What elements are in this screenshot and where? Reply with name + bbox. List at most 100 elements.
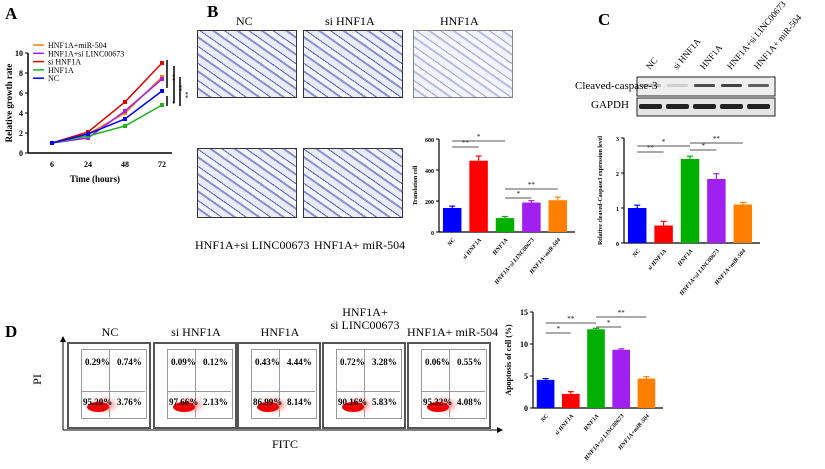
panel-label-a: A [5,4,18,23]
bar [469,160,488,232]
significance-label: * [516,190,520,198]
image-label-hnf1a-mir: HNF1A+ miR-504 [314,238,406,252]
significance-label: ** [175,85,183,93]
lane-label: HNF1A+ miR-504 [752,12,804,71]
quadrant-percentage: 2.13% [203,397,228,407]
y-tick-label: 0 [431,231,434,237]
data-point [160,61,164,65]
quadrant-divider [109,349,110,417]
quadrant-percentage: 97.66% [169,397,199,407]
image-label-hnf1a: HNF1A [440,14,479,28]
significance-label: ** [181,92,189,100]
y-tick-label: 400 [425,169,434,175]
x-axis-label-fitc: FITC [272,437,299,451]
quadrant-percentage: 3.28% [372,357,397,367]
data-point [160,77,164,81]
quadrant-percentage: 0.06% [425,357,450,367]
x-tick-label: NC [631,248,642,260]
y-tick-label: 6 [19,89,23,98]
data-point [160,103,164,107]
flow-title: si HNF1A [171,325,221,339]
image-label-hnf1a-si-linc: HNF1A+si LINC00673 [195,238,310,252]
quadrant-divider [421,391,485,392]
panel-label-d: D [5,322,18,341]
legend-label: NC [48,74,59,83]
quadrant-percentage: 0.12% [203,357,228,367]
series-line [51,62,163,144]
quadrant-percentage: 0.09% [171,357,196,367]
plot-frame [336,349,402,419]
significance-label: * [607,319,611,327]
bar [733,204,753,243]
legend-label: HNF1A [48,66,74,75]
image-label-si-hnf1a: si HNF1A [325,14,375,28]
significance-label: ** [168,74,176,82]
micrograph-si-hnf1a [303,30,403,98]
image-label-nc: NC [236,14,253,28]
significance-label: ** [567,315,575,323]
flow-cytometry-plot: 0.29% 0.74% 95.20% 3.76% [67,342,151,429]
quadrant-divider [279,349,280,417]
bar [522,202,541,232]
quadrant-percentage: 86.99% [253,397,283,407]
bar [707,178,726,243]
data-point [123,109,127,113]
blot-band [747,104,770,109]
y-tick-label: 8 [19,69,23,78]
blot-band [640,84,661,87]
blot-band [748,84,769,87]
significance-label: * [477,133,481,141]
flow-cytometry-plot: 0.09% 0.12% 97.66% 2.13% [153,342,237,429]
micrograph-hnf1a [413,30,513,98]
x-tick-label: NC [540,413,551,425]
bar [536,379,555,408]
significance-label: * [701,142,705,150]
y-tick-label: 200 [425,200,434,206]
data-point [160,89,164,93]
legend-label: si HNF1A [48,58,81,67]
x-tick-label: 6 [50,160,54,169]
quadrant-percentage: 0.72% [340,357,365,367]
flow-cytometry-plot: 0.43% 4.44% 86.99% 8.14% [237,342,321,429]
series-line [51,76,163,144]
x-tick-label: HNF1A [582,413,600,433]
y-tick-label: 10 [520,340,528,349]
significance-label: * [556,325,560,333]
quadrant-divider [336,391,400,392]
x-tick-label: 48 [121,160,129,169]
blot-band [720,104,743,109]
bar [495,218,515,232]
legend-label: HNF1A+si LINC00673 [48,49,124,58]
flow-title: NC [101,325,119,339]
flow-title: HNF1A+ si LINC00673 [330,305,400,332]
flow-title: HNF1A+ miR-504 [407,325,499,339]
significance-label: ** [528,181,536,189]
plot-frame [167,349,233,419]
arrow-icon [60,336,66,342]
y-tick-label: 15 [520,308,528,317]
y-tick-label: 0 [616,242,619,248]
x-tick-label: si HNF1A [554,413,576,437]
data-point [86,132,90,136]
quadrant-divider [449,349,450,417]
quadrant-percentage: 5.83% [372,397,397,407]
quadrant-divider [167,391,231,392]
significance-label: ** [618,309,626,317]
bar [612,349,631,408]
series-line [51,78,163,144]
data-point [123,100,127,104]
quadrant-percentage: 3.76% [117,397,142,407]
y-tick-label: 0 [524,404,528,413]
series-line [51,104,163,144]
bar [561,393,580,408]
quadrant-percentage: 4.44% [287,357,312,367]
y-tick-label: 2 [19,129,23,138]
blot-label-gapdh: GAPDH [591,99,629,111]
bar [637,378,656,408]
quadrant-percentage: 8.14% [287,397,312,407]
cell-cluster [87,402,109,412]
significance-label: ** [713,135,721,143]
x-tick-label: si HNF1A [461,237,483,261]
quadrant-percentage: 0.29% [85,357,110,367]
y-tick-label: 5 [524,372,528,381]
